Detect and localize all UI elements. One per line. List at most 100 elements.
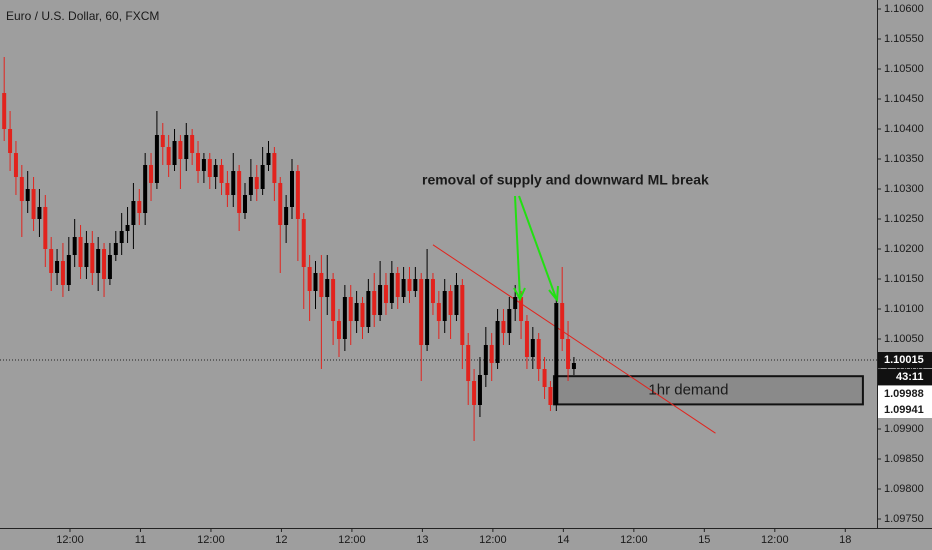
candle-body bbox=[196, 153, 201, 171]
candle-body bbox=[313, 273, 318, 291]
candle-body bbox=[507, 309, 512, 333]
candle-body bbox=[172, 141, 177, 165]
candle-body bbox=[348, 297, 353, 321]
candle-body bbox=[260, 165, 265, 189]
candle-body bbox=[395, 273, 400, 297]
candle-body bbox=[8, 129, 13, 153]
x-tick-label: 12:00 bbox=[338, 534, 366, 546]
arrow-shaft bbox=[518, 195, 557, 299]
candle-body bbox=[419, 279, 424, 345]
candle-body bbox=[325, 279, 330, 297]
x-tick-label: 18 bbox=[839, 534, 851, 546]
candle-body bbox=[460, 285, 465, 345]
x-tick-label: 12:00 bbox=[56, 534, 84, 546]
x-tick-label: 14 bbox=[557, 534, 569, 546]
candle-body bbox=[290, 171, 295, 207]
x-tick-label: 12:00 bbox=[197, 534, 225, 546]
candle-body bbox=[2, 93, 7, 129]
zone-bottom-box bbox=[878, 402, 932, 418]
candle-body bbox=[207, 159, 212, 177]
candle-body bbox=[284, 207, 289, 225]
candle-body bbox=[278, 183, 283, 225]
candle-body bbox=[201, 159, 206, 171]
y-tick-label: 1.10200 bbox=[884, 243, 924, 255]
y-tick-label: 1.10550 bbox=[884, 33, 924, 45]
candle-body bbox=[436, 303, 441, 321]
candle-body bbox=[272, 153, 277, 183]
y-tick-label: 1.10250 bbox=[884, 213, 924, 225]
candle-body bbox=[266, 153, 271, 165]
candle-body bbox=[483, 345, 488, 375]
candle-body bbox=[378, 285, 383, 315]
candle-body bbox=[66, 255, 71, 285]
x-tick-label: 13 bbox=[416, 534, 428, 546]
y-tick-label: 1.09900 bbox=[884, 423, 924, 435]
candle-body bbox=[78, 237, 83, 267]
candle-body bbox=[178, 141, 183, 159]
candle-body bbox=[243, 195, 248, 213]
x-tick-label: 12 bbox=[275, 534, 287, 546]
candle-body bbox=[49, 249, 54, 273]
y-tick-label: 1.10150 bbox=[884, 273, 924, 285]
candle-body bbox=[389, 273, 394, 303]
y-tick-label: 1.10450 bbox=[884, 93, 924, 105]
countdown-box bbox=[878, 369, 932, 385]
candle-body bbox=[84, 243, 89, 267]
candle-body bbox=[166, 147, 171, 165]
candle-body bbox=[571, 363, 576, 369]
y-tick-label: 1.10350 bbox=[884, 153, 924, 165]
candle-body bbox=[372, 291, 377, 315]
candle-body bbox=[72, 237, 77, 255]
candle-body bbox=[184, 135, 189, 159]
countdown-label: 43:11 bbox=[896, 371, 924, 383]
candle-body bbox=[131, 201, 136, 225]
trendline bbox=[432, 244, 716, 434]
y-tick-label: 1.09850 bbox=[884, 453, 924, 465]
zone-top-box bbox=[878, 386, 932, 402]
candle-body bbox=[477, 375, 482, 405]
candle-body bbox=[19, 177, 24, 201]
candle-body bbox=[231, 171, 236, 195]
candle-body bbox=[96, 249, 101, 273]
arrow-head bbox=[513, 287, 526, 302]
candle-body bbox=[354, 303, 359, 321]
candle-body bbox=[102, 249, 107, 279]
candle-body bbox=[472, 381, 477, 405]
candle-body bbox=[160, 135, 165, 147]
candle-body bbox=[43, 207, 48, 249]
candle-body bbox=[401, 279, 406, 297]
candle-body bbox=[125, 225, 130, 231]
candle-body bbox=[360, 303, 365, 327]
candle-body bbox=[149, 165, 154, 183]
candle-body bbox=[366, 291, 371, 327]
y-tick-label: 1.10100 bbox=[884, 303, 924, 315]
candle-body bbox=[219, 165, 224, 183]
candle-body bbox=[466, 345, 471, 381]
candle-body bbox=[301, 219, 306, 267]
y-tick-label: 1.10500 bbox=[884, 63, 924, 75]
candle-body bbox=[107, 255, 112, 279]
candle-body bbox=[513, 297, 518, 309]
candle-body bbox=[143, 165, 148, 213]
candle-body bbox=[331, 279, 336, 321]
y-tick-label: 1.10400 bbox=[884, 123, 924, 135]
candle-body bbox=[13, 153, 18, 177]
last-price-box bbox=[878, 352, 932, 368]
chart-title: Euro / U.S. Dollar, 60, FXCM bbox=[6, 9, 159, 23]
candle-body bbox=[413, 279, 418, 291]
y-tick-label: 1.10600 bbox=[884, 3, 924, 15]
candle-body bbox=[248, 177, 253, 195]
candle-body bbox=[319, 273, 324, 297]
candle-body bbox=[31, 189, 36, 219]
candle-body bbox=[548, 387, 553, 405]
candle-body bbox=[154, 135, 159, 183]
candle-body bbox=[542, 369, 547, 387]
candle-body bbox=[237, 171, 242, 213]
candle-body bbox=[425, 279, 430, 345]
x-tick-label: 11 bbox=[135, 534, 146, 546]
demand-zone-label: 1hr demand bbox=[648, 381, 728, 398]
candle-body bbox=[536, 339, 541, 369]
x-tick-label: 12:00 bbox=[620, 534, 648, 546]
candle-body bbox=[213, 165, 218, 177]
